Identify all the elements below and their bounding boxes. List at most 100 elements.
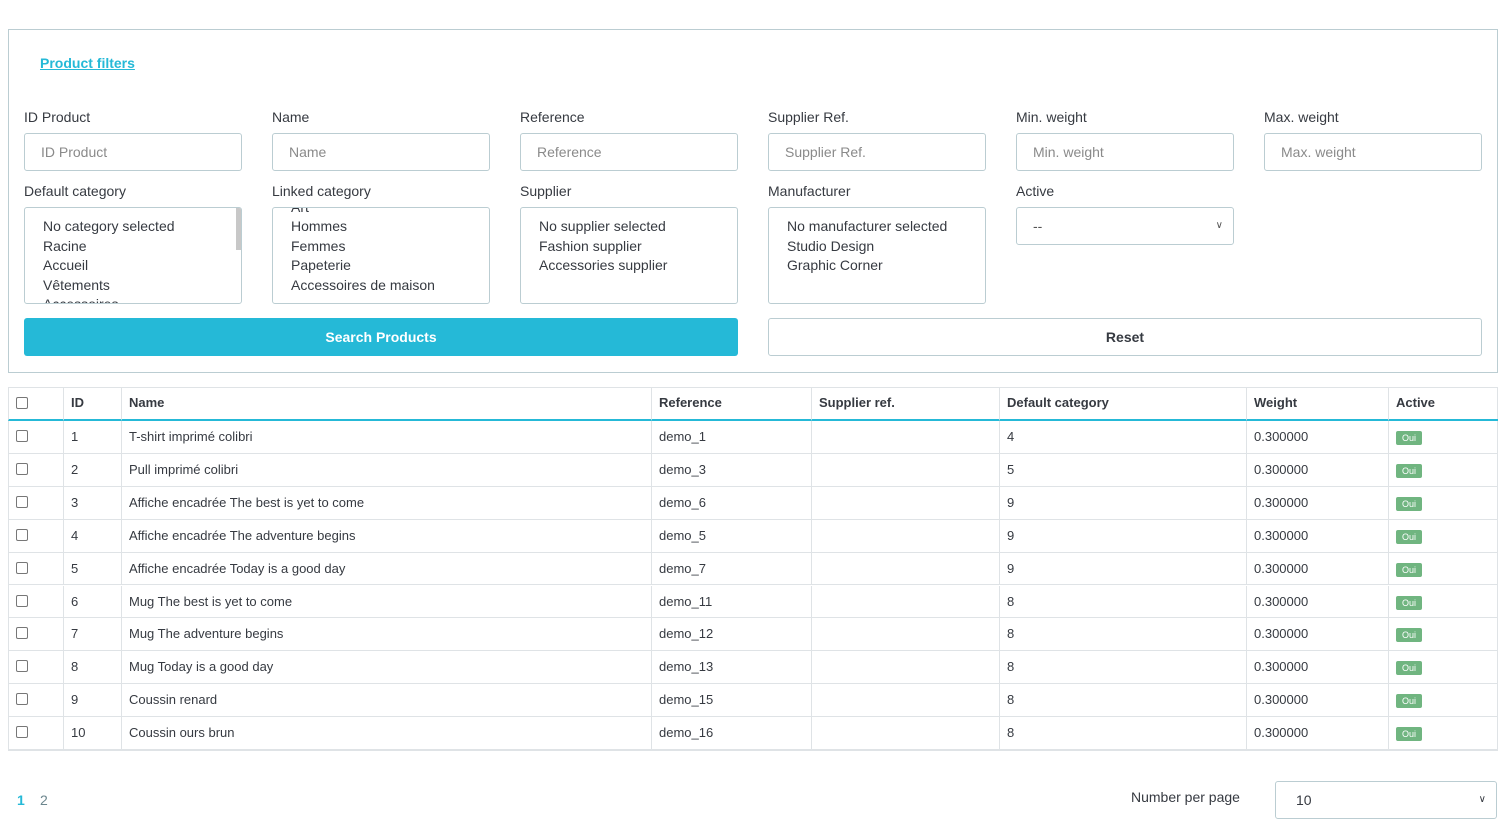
select-value: -- [1033, 218, 1043, 234]
checkbox[interactable] [16, 397, 28, 409]
header-cell: Default category [999, 387, 1246, 421]
table-cell: 9 [63, 684, 121, 718]
filter-title[interactable]: Product filters [40, 55, 135, 71]
header-cell: Supplier ref. [811, 387, 999, 421]
table-cell: Pull imprimé colibri [121, 453, 651, 487]
checkbox[interactable] [16, 627, 28, 640]
option[interactable]: Accessoires [43, 296, 119, 304]
checkbox[interactable] [16, 660, 28, 673]
list-label: Supplier [520, 183, 572, 199]
checkbox[interactable] [16, 726, 28, 739]
table-cell: 8 [999, 618, 1246, 652]
option[interactable]: Studio Design [787, 237, 875, 254]
option[interactable]: Racine [43, 237, 87, 254]
page-link[interactable]: 1 [17, 792, 25, 808]
active-badge: Oui [1396, 661, 1423, 676]
option[interactable]: Accueil [43, 257, 89, 273]
options: No manufacturer selected Studio Design Gra… [769, 217, 985, 276]
header-cell: ID [63, 387, 121, 421]
option[interactable]: Accessoires de maison [291, 276, 435, 293]
table-cell: demo_11 [651, 585, 811, 619]
table-cell [8, 585, 63, 619]
table-cell: 5 [63, 552, 121, 586]
placeholder: Supplier Ref. [785, 144, 866, 160]
placeholder: Name [289, 144, 327, 160]
table-cell: 8 [999, 717, 1246, 750]
table-cell: 8 [63, 651, 121, 685]
table-cell: 10 [63, 717, 121, 750]
text-input[interactable]: ID Product [24, 133, 242, 171]
table-cell [8, 618, 63, 652]
option[interactable]: No category selected [43, 218, 175, 234]
placeholder: Max. weight [1281, 144, 1356, 160]
table-cell: T-shirt imprimé colibri [121, 421, 651, 454]
table-cell: 0.300000 [1246, 453, 1388, 487]
list-label: Manufacturer [768, 183, 851, 199]
option[interactable]: Papeterie [291, 257, 351, 273]
option[interactable]: Art [273, 208, 489, 217]
table-cell [811, 453, 999, 487]
per-page-select[interactable]: 10 ∨ [1275, 781, 1497, 819]
checkbox[interactable] [16, 693, 28, 706]
text-input[interactable]: Min. weight [1016, 133, 1234, 171]
table-cell [8, 519, 63, 553]
active-badge: Oui [1396, 694, 1423, 709]
table-cell: Oui [1388, 453, 1498, 487]
field-label: Min. weight [1016, 109, 1087, 125]
table-cell: Oui [1388, 486, 1498, 520]
active-badge: Oui [1396, 463, 1423, 478]
table-cell: demo_15 [651, 684, 811, 718]
table-cell: Affiche encadrée The best is yet to come [121, 486, 651, 520]
header-cell: Active [1388, 387, 1498, 421]
chevron: ∨ [1215, 220, 1223, 231]
search-button[interactable]: Search Products [24, 318, 738, 356]
table-cell: demo_7 [651, 552, 811, 586]
option[interactable]: No supplier selected [539, 218, 666, 234]
page-link[interactable]: 2 [40, 792, 48, 808]
checkbox[interactable] [16, 462, 28, 475]
table-cell: demo_1 [651, 421, 811, 454]
table-cell: 1 [63, 421, 121, 454]
multi-select[interactable]: No category selected Racine Accueil Vêtemen… [24, 207, 242, 304]
text-input[interactable]: Max. weight [1264, 133, 1482, 171]
option[interactable]: Vêtements [43, 276, 110, 293]
table-cell: demo_16 [651, 717, 811, 750]
table-cell [8, 486, 63, 520]
option[interactable]: No manufacturer selected [787, 218, 948, 234]
checkbox[interactable] [16, 528, 28, 541]
text-input[interactable]: Supplier Ref. [768, 133, 986, 171]
table-cell: Coussin renard [121, 684, 651, 718]
table-cell: 4 [999, 421, 1246, 454]
table-cell: 0.300000 [1246, 618, 1388, 652]
table-cell [8, 717, 63, 750]
option[interactable]: Accessories supplier [539, 257, 668, 273]
placeholder: ID Product [41, 144, 108, 160]
checkbox[interactable] [16, 495, 28, 508]
header-cell: Name [121, 387, 651, 421]
options: No category selected Racine Accueil Vêtemen… [25, 217, 241, 304]
multi-select[interactable]: No manufacturer selected Studio Design Gra… [768, 207, 986, 304]
reset-button[interactable]: Reset [768, 318, 1482, 356]
checkbox[interactable] [16, 430, 28, 442]
option[interactable]: Femmes [291, 237, 346, 254]
multi-select[interactable]: ArtHommes Femmes Papeterie Accessoires de m… [272, 207, 490, 304]
text-input[interactable]: Name [272, 133, 490, 171]
checkbox[interactable] [16, 561, 28, 574]
table-cell: 0.300000 [1246, 519, 1388, 553]
active-badge: Oui [1396, 595, 1423, 610]
table-cell: 0.300000 [1246, 684, 1388, 718]
text-input[interactable]: Reference [520, 133, 738, 171]
option[interactable]: Fashion supplier [539, 237, 642, 254]
placeholder: Min. weight [1033, 144, 1104, 160]
active-badge: Oui [1396, 529, 1423, 544]
checkbox[interactable] [16, 594, 28, 607]
field-label: Reference [520, 109, 585, 125]
multi-select[interactable]: No supplier selected Fashion supplier Acce… [520, 207, 738, 304]
active-select[interactable]: -- ∨ [1016, 207, 1234, 245]
option[interactable]: Graphic Corner [787, 257, 883, 273]
table-cell: demo_12 [651, 618, 811, 652]
option[interactable]: Hommes [291, 218, 348, 234]
header-cell: Reference [651, 387, 811, 421]
table-cell [8, 453, 63, 487]
